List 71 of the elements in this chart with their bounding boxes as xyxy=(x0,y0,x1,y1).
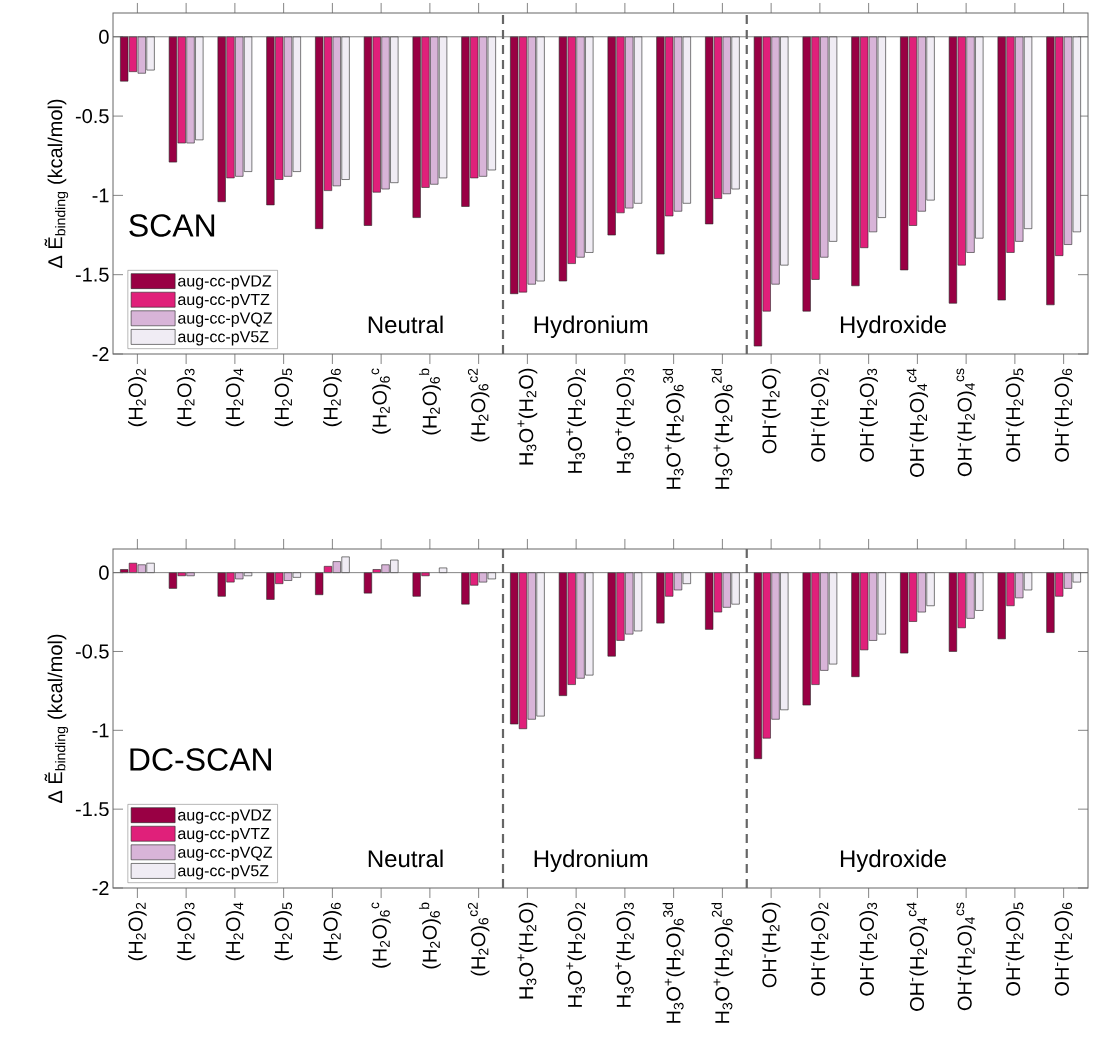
bar xyxy=(315,572,324,596)
x-tick-label: OH$^{-}$(H$_{2}$O)$_{3}$ xyxy=(859,902,878,996)
x-tick-label: OH$^{-}$(H$_{2}$O)$_{4}$cs xyxy=(956,902,976,1011)
annotation: Neutral xyxy=(368,315,443,334)
x-tick-label: (H$_{2}$O)$_{6}$c xyxy=(371,368,391,434)
x-tick-label: (H$_{2}$O)$_{4}$ xyxy=(225,368,245,427)
x-tick-label: (H$_{2}$O)$_{6}$c2 xyxy=(467,902,490,976)
category-label: H$_{3}$O$^{+}$(H$_{2}$O)$_{6}$3d xyxy=(662,368,685,489)
x-tick-label: OH$^{-}$(H$_{2}$O)$_{4}$cs xyxy=(956,368,976,477)
x-tick-label: (H$_{2}$O)$_{3}$ xyxy=(176,902,196,961)
x-tick-label: OH$^{-}$(H$_{2}$O) xyxy=(761,368,781,454)
legend-label: aug-cc-pVDZ xyxy=(178,275,272,290)
x-tick-label: (H$_{2}$O)$_{5}$ xyxy=(274,902,293,961)
x-tick-label: OH$^{-}$(H$_{2}$O)$_{2}$ xyxy=(810,368,830,462)
y-tick-label: -2 xyxy=(92,347,109,361)
x-tick-label: (H$_{2}$O)$_{6}$c2 xyxy=(467,368,490,442)
y-tick-label: -0.5 xyxy=(75,109,109,124)
x-tick-label: (H$_{2}$O)$_{6}$ xyxy=(323,368,342,427)
x-tick-label: OH$^{-}$(H$_{2}$O) xyxy=(761,902,781,988)
y-tick-label: -0.5 xyxy=(75,644,109,659)
x-tick-label: (H$_{2}$O)$_{4}$ xyxy=(225,902,245,961)
annotation: Hydroxide xyxy=(840,315,946,338)
y-tick-label: -1 xyxy=(92,723,109,738)
y-tick-label: -1.5 xyxy=(75,267,109,282)
x-tick-label: H$_{3}$O$^{+}$(H$_{2}$O)$_{2}$ xyxy=(566,368,586,473)
x-tick-label: OH$^{-}$(H$_{2}$O)$_{4}$c4 xyxy=(906,902,929,1011)
x-tick-label: (H$_{2}$O)$_{2}$ xyxy=(128,368,147,427)
y-tick-label: 0 xyxy=(99,29,109,44)
y-axis-title: Δ Ẽ$_{binding}$ (kcal/mol) xyxy=(44,634,69,803)
x-tick-label: (H$_{2}$O)$_{3}$ xyxy=(176,368,196,427)
x-tick-label: OH$^{-}$(H$_{2}$O)$_{6}$ xyxy=(1054,368,1073,462)
legend-label: aug-cc-pV5Z xyxy=(178,865,269,880)
legend-label: aug-cc-pV5Z xyxy=(178,331,269,346)
category-label: H$_{3}$O$^{+}$(H$_{2}$O)$_{6}$3d xyxy=(662,902,685,1023)
annotation: Hydroxide xyxy=(840,849,946,872)
x-tick-label: (H$_{2}$O)$_{6}$b xyxy=(418,902,441,969)
y-tick-label: 0 xyxy=(99,565,109,580)
text: SCAN xyxy=(129,214,215,237)
bar xyxy=(363,572,373,594)
x-tick-label: (H$_{2}$O)$_{2}$ xyxy=(128,902,147,961)
x-tick-label: OH$^{-}$(H$_{2}$O)$_{4}$c4 xyxy=(906,368,929,477)
annotation: Neutral xyxy=(368,849,443,868)
bar xyxy=(438,567,448,573)
x-tick-label: H$_{3}$O$^{+}$(H$_{2}$O)$_{3}$ xyxy=(615,902,635,1007)
x-tick-label: (H$_{2}$O)$_{6}$c xyxy=(371,902,391,968)
x-tick-label: OH$^{-}$(H$_{2}$O)$_{2}$ xyxy=(810,902,830,996)
category-label: H$_{3}$O$^{+}$(H$_{2}$O)$_{6}$2d xyxy=(711,902,734,1023)
y-tick-label: -1 xyxy=(92,188,109,203)
y-axis-title: Δ Ẽ$_{binding}$ (kcal/mol) xyxy=(44,99,69,268)
annotation: Hydronium xyxy=(534,849,648,872)
x-tick-label: OH$^{-}$(H$_{2}$O)$_{6}$ xyxy=(1054,902,1073,996)
legend-label: aug-cc-pVTZ xyxy=(178,827,270,843)
x-tick-label: OH$^{-}$(H$_{2}$O)$_{3}$ xyxy=(859,368,878,462)
x-tick-label: (H$_{2}$O)$_{5}$ xyxy=(274,368,293,427)
x-tick-label: (H$_{2}$O)$_{6}$b xyxy=(418,368,441,435)
legend-label: aug-cc-pVQZ xyxy=(178,312,273,327)
legend-label: aug-cc-pVDZ xyxy=(178,809,272,824)
x-tick-label: OH$^{-}$(H$_{2}$O)$_{5}$ xyxy=(1005,902,1025,996)
category-label: H$_{3}$O$^{+}$(H$_{2}$O)$_{6}$2d xyxy=(711,368,734,489)
x-tick-label: H$_{3}$O$^{+}$(H$_{2}$O)$_{3}$ xyxy=(615,368,635,473)
legend-label: aug-cc-pVQZ xyxy=(178,846,273,861)
y-tick-label: -1.5 xyxy=(75,802,109,817)
annotation: Hydronium xyxy=(534,315,648,338)
text: DC-SCAN xyxy=(130,748,271,771)
legend-label: aug-cc-pVTZ xyxy=(178,293,270,309)
x-tick-label: H$_{3}$O$^{+}$(H$_{2}$O)$_{2}$ xyxy=(566,902,586,1007)
x-tick-label: H$_{3}$O$^{+}$(H$_{2}$O) xyxy=(517,368,538,465)
x-tick-label: H$_{3}$O$^{+}$(H$_{2}$O) xyxy=(517,902,538,999)
x-tick-label: OH$^{-}$(H$_{2}$O)$_{5}$ xyxy=(1005,368,1025,462)
x-tick-label: (H$_{2}$O)$_{6}$ xyxy=(323,902,342,961)
y-tick-label: -2 xyxy=(92,881,109,895)
